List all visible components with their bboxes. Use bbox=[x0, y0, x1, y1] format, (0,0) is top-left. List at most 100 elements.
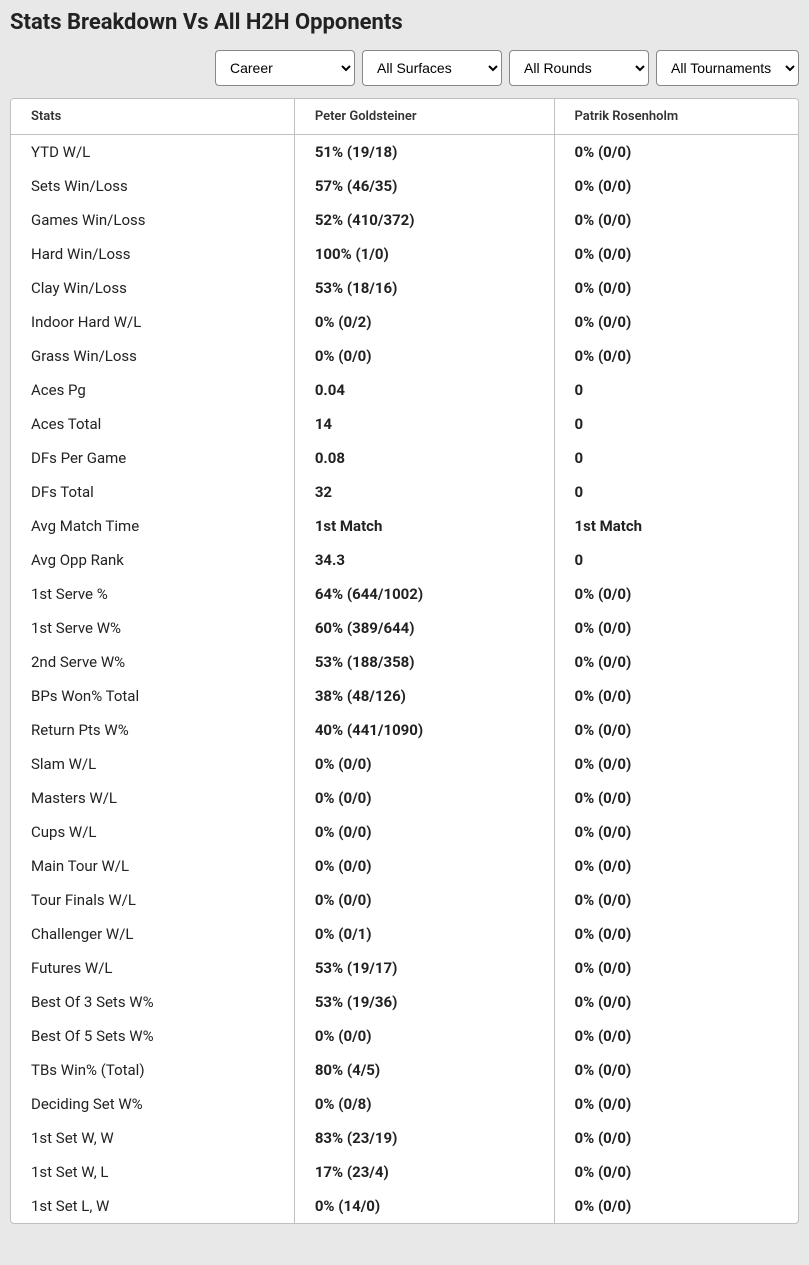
stat-value: 0% (0/0) bbox=[554, 611, 798, 645]
table-row: TBs Win% (Total)80% (4/5)0% (0/0) bbox=[11, 1053, 798, 1087]
timeframe-select[interactable]: Career bbox=[215, 50, 355, 86]
tournament-select[interactable]: All Tournaments bbox=[656, 50, 799, 86]
stat-label: Slam W/L bbox=[11, 747, 294, 781]
table-row: 1st Serve %64% (644/1002)0% (0/0) bbox=[11, 577, 798, 611]
stat-value: 53% (18/16) bbox=[294, 271, 554, 305]
stat-label: 1st Set W, W bbox=[11, 1121, 294, 1155]
stats-table: Stats Peter Goldsteiner Patrik Rosenholm… bbox=[11, 99, 798, 1223]
table-row: Sets Win/Loss57% (46/35)0% (0/0) bbox=[11, 169, 798, 203]
table-row: Best Of 3 Sets W%53% (19/36)0% (0/0) bbox=[11, 985, 798, 1019]
stat-label: Best Of 3 Sets W% bbox=[11, 985, 294, 1019]
stat-value: 83% (23/19) bbox=[294, 1121, 554, 1155]
stat-value: 0% (0/8) bbox=[294, 1087, 554, 1121]
stat-value: 0.08 bbox=[294, 441, 554, 475]
stat-label: Challenger W/L bbox=[11, 917, 294, 951]
stat-value: 0% (0/1) bbox=[294, 917, 554, 951]
table-row: Main Tour W/L0% (0/0)0% (0/0) bbox=[11, 849, 798, 883]
stat-value: 0% (0/0) bbox=[554, 781, 798, 815]
stat-label: Masters W/L bbox=[11, 781, 294, 815]
stat-label: 2nd Serve W% bbox=[11, 645, 294, 679]
stat-label: Games Win/Loss bbox=[11, 203, 294, 237]
stat-value: 0% (0/0) bbox=[554, 917, 798, 951]
table-row: DFs Per Game0.080 bbox=[11, 441, 798, 475]
stat-label: Avg Opp Rank bbox=[11, 543, 294, 577]
table-row: 1st Serve W%60% (389/644)0% (0/0) bbox=[11, 611, 798, 645]
stat-value: 32 bbox=[294, 475, 554, 509]
stat-value: 0% (0/0) bbox=[554, 577, 798, 611]
stat-value: 0% (0/0) bbox=[554, 203, 798, 237]
stat-label: 1st Set W, L bbox=[11, 1155, 294, 1189]
column-header-player1: Peter Goldsteiner bbox=[294, 99, 554, 135]
stat-value: 0 bbox=[554, 441, 798, 475]
stat-label: Best Of 5 Sets W% bbox=[11, 1019, 294, 1053]
stat-value: 0% (0/2) bbox=[294, 305, 554, 339]
stat-label: Aces Total bbox=[11, 407, 294, 441]
stat-label: Cups W/L bbox=[11, 815, 294, 849]
table-row: 1st Set W, W83% (23/19)0% (0/0) bbox=[11, 1121, 798, 1155]
stat-value: 40% (441/1090) bbox=[294, 713, 554, 747]
table-row: Slam W/L0% (0/0)0% (0/0) bbox=[11, 747, 798, 781]
table-row: Grass Win/Loss0% (0/0)0% (0/0) bbox=[11, 339, 798, 373]
stat-value: 0 bbox=[554, 475, 798, 509]
stat-value: 57% (46/35) bbox=[294, 169, 554, 203]
stat-value: 53% (188/358) bbox=[294, 645, 554, 679]
stat-value: 0% (14/0) bbox=[294, 1189, 554, 1223]
stat-value: 0% (0/0) bbox=[554, 1189, 798, 1223]
stat-value: 51% (19/18) bbox=[294, 135, 554, 170]
stat-value: 0% (0/0) bbox=[554, 815, 798, 849]
stat-value: 0% (0/0) bbox=[554, 339, 798, 373]
table-row: YTD W/L51% (19/18)0% (0/0) bbox=[11, 135, 798, 170]
stat-label: YTD W/L bbox=[11, 135, 294, 170]
stat-value: 53% (19/17) bbox=[294, 951, 554, 985]
filters-row: Career All Surfaces All Rounds All Tourn… bbox=[10, 50, 799, 86]
stat-value: 0% (0/0) bbox=[554, 135, 798, 170]
stat-value: 0% (0/0) bbox=[554, 883, 798, 917]
stat-value: 0% (0/0) bbox=[554, 305, 798, 339]
stat-label: Tour Finals W/L bbox=[11, 883, 294, 917]
table-row: Best Of 5 Sets W%0% (0/0)0% (0/0) bbox=[11, 1019, 798, 1053]
table-row: DFs Total320 bbox=[11, 475, 798, 509]
stat-label: Indoor Hard W/L bbox=[11, 305, 294, 339]
stat-value: 0% (0/0) bbox=[554, 849, 798, 883]
table-row: Tour Finals W/L0% (0/0)0% (0/0) bbox=[11, 883, 798, 917]
stat-label: Deciding Set W% bbox=[11, 1087, 294, 1121]
stat-value: 0% (0/0) bbox=[554, 645, 798, 679]
stats-table-container: Stats Peter Goldsteiner Patrik Rosenholm… bbox=[10, 98, 799, 1224]
round-select[interactable]: All Rounds bbox=[509, 50, 649, 86]
stat-label: Aces Pg bbox=[11, 373, 294, 407]
stat-label: TBs Win% (Total) bbox=[11, 1053, 294, 1087]
table-row: Cups W/L0% (0/0)0% (0/0) bbox=[11, 815, 798, 849]
table-row: 1st Set W, L17% (23/4)0% (0/0) bbox=[11, 1155, 798, 1189]
table-row: Avg Match Time1st Match1st Match bbox=[11, 509, 798, 543]
stat-value: 0% (0/0) bbox=[554, 985, 798, 1019]
stat-value: 0% (0/0) bbox=[294, 1019, 554, 1053]
stat-value: 0% (0/0) bbox=[554, 1155, 798, 1189]
stat-value: 0% (0/0) bbox=[554, 713, 798, 747]
stat-label: Grass Win/Loss bbox=[11, 339, 294, 373]
stat-value: 0 bbox=[554, 373, 798, 407]
stat-label: Hard Win/Loss bbox=[11, 237, 294, 271]
stat-value: 0% (0/0) bbox=[294, 883, 554, 917]
column-header-player2: Patrik Rosenholm bbox=[554, 99, 798, 135]
stat-label: 1st Serve % bbox=[11, 577, 294, 611]
stat-value: 0% (0/0) bbox=[554, 169, 798, 203]
table-row: Hard Win/Loss100% (1/0)0% (0/0) bbox=[11, 237, 798, 271]
table-row: 1st Set L, W0% (14/0)0% (0/0) bbox=[11, 1189, 798, 1223]
stat-value: 1st Match bbox=[554, 509, 798, 543]
stat-value: 0% (0/0) bbox=[294, 781, 554, 815]
stat-label: Avg Match Time bbox=[11, 509, 294, 543]
table-row: Return Pts W%40% (441/1090)0% (0/0) bbox=[11, 713, 798, 747]
stat-label: Main Tour W/L bbox=[11, 849, 294, 883]
surface-select[interactable]: All Surfaces bbox=[362, 50, 502, 86]
stat-label: DFs Per Game bbox=[11, 441, 294, 475]
stat-value: 0% (0/0) bbox=[554, 747, 798, 781]
table-row: Games Win/Loss52% (410/372)0% (0/0) bbox=[11, 203, 798, 237]
stat-value: 100% (1/0) bbox=[294, 237, 554, 271]
table-row: Deciding Set W%0% (0/8)0% (0/0) bbox=[11, 1087, 798, 1121]
table-row: Indoor Hard W/L0% (0/2)0% (0/0) bbox=[11, 305, 798, 339]
stat-value: 0% (0/0) bbox=[554, 271, 798, 305]
table-row: 2nd Serve W%53% (188/358)0% (0/0) bbox=[11, 645, 798, 679]
table-row: BPs Won% Total38% (48/126)0% (0/0) bbox=[11, 679, 798, 713]
table-row: Clay Win/Loss53% (18/16)0% (0/0) bbox=[11, 271, 798, 305]
stat-value: 0.04 bbox=[294, 373, 554, 407]
